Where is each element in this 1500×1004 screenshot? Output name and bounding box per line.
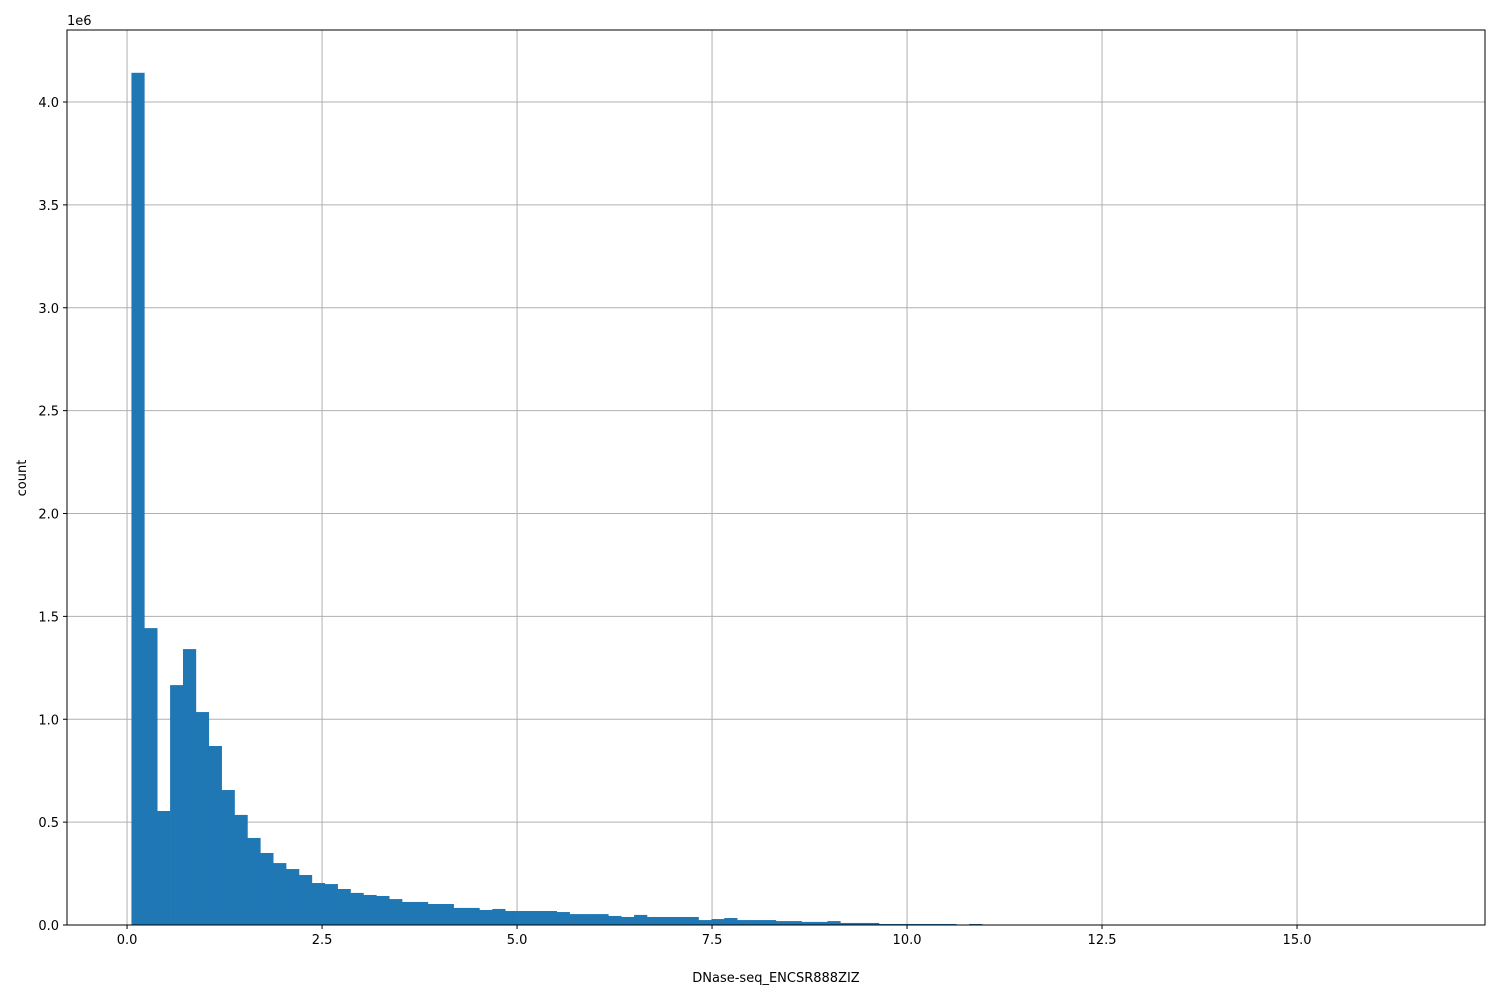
histogram-bar — [673, 917, 686, 925]
histogram-bar — [608, 916, 621, 925]
histogram-bar — [699, 920, 712, 925]
histogram-bar — [595, 914, 608, 925]
x-tick-label: 5.0 — [507, 933, 528, 948]
histogram-bar — [144, 628, 157, 925]
histogram-bar — [247, 838, 260, 925]
histogram-bar — [827, 921, 840, 925]
x-tick-label: 15.0 — [1283, 933, 1312, 948]
histogram-bar — [351, 893, 364, 925]
x-tick-label: 12.5 — [1088, 933, 1117, 948]
histogram-bar — [479, 910, 492, 925]
x-tick-label: 7.5 — [702, 933, 723, 948]
y-tick-label: 3.0 — [38, 302, 59, 317]
histogram-bar — [621, 917, 634, 925]
y-tick-label: 3.5 — [38, 199, 59, 214]
histogram-bar — [402, 902, 415, 925]
x-tick-label: 2.5 — [312, 933, 333, 948]
histogram-bar — [131, 73, 144, 925]
histogram-bar — [776, 921, 789, 925]
x-axis-label: DNase-seq_ENCSR888ZIZ — [692, 971, 860, 986]
histogram-bar — [750, 920, 763, 925]
histogram-bar — [260, 853, 273, 925]
histogram-bar — [222, 790, 235, 925]
histogram-bar — [505, 911, 518, 925]
histogram-bar — [235, 815, 248, 925]
histogram-bar — [376, 896, 389, 925]
y-offset-label: 1e6 — [67, 14, 92, 29]
histogram-bar — [686, 917, 699, 925]
histogram-bar — [441, 904, 454, 925]
histogram-bar — [286, 869, 299, 925]
x-tick-label: 10.0 — [893, 933, 922, 948]
histogram-bar — [518, 911, 531, 925]
histogram-bar — [492, 909, 505, 925]
histogram-bar — [789, 921, 802, 925]
histogram-bar — [312, 883, 325, 925]
x-tick-label: 0.0 — [117, 933, 138, 948]
y-tick-label: 0.5 — [38, 816, 59, 831]
histogram-bar — [544, 911, 557, 925]
histogram-bar — [196, 712, 209, 925]
histogram-bar — [428, 904, 441, 925]
histogram-bar — [363, 895, 376, 925]
y-tick-label: 0.0 — [38, 919, 59, 934]
histogram-bar — [170, 685, 183, 925]
histogram-bar — [583, 914, 596, 925]
histogram-bar — [467, 908, 480, 925]
histogram-bar — [557, 912, 570, 925]
histogram-bar — [273, 863, 286, 925]
y-tick-label: 2.0 — [38, 508, 59, 523]
histogram-bar — [724, 918, 737, 925]
histogram-bar — [711, 919, 724, 925]
histogram-bar — [183, 649, 196, 925]
histogram-bar — [325, 884, 338, 925]
histogram-bar — [660, 917, 673, 925]
histogram-bar — [299, 875, 312, 925]
histogram-bar — [338, 889, 351, 925]
y-axis-label: count — [15, 460, 30, 497]
y-tick-label: 1.0 — [38, 713, 59, 728]
histogram-bar — [531, 911, 544, 925]
histogram-bar — [634, 915, 647, 925]
histogram-bar — [737, 920, 750, 925]
histogram-bar — [647, 917, 660, 925]
y-tick-label: 1.5 — [38, 610, 59, 625]
histogram-bar — [389, 899, 402, 925]
histogram-bar — [209, 746, 222, 925]
histogram-bar — [415, 902, 428, 925]
y-tick-label: 4.0 — [38, 96, 59, 111]
y-tick-label: 2.5 — [38, 405, 59, 420]
histogram-bar — [454, 908, 467, 925]
histogram-bar — [763, 920, 776, 925]
histogram-bar — [157, 811, 170, 925]
histogram-bar — [570, 914, 583, 925]
